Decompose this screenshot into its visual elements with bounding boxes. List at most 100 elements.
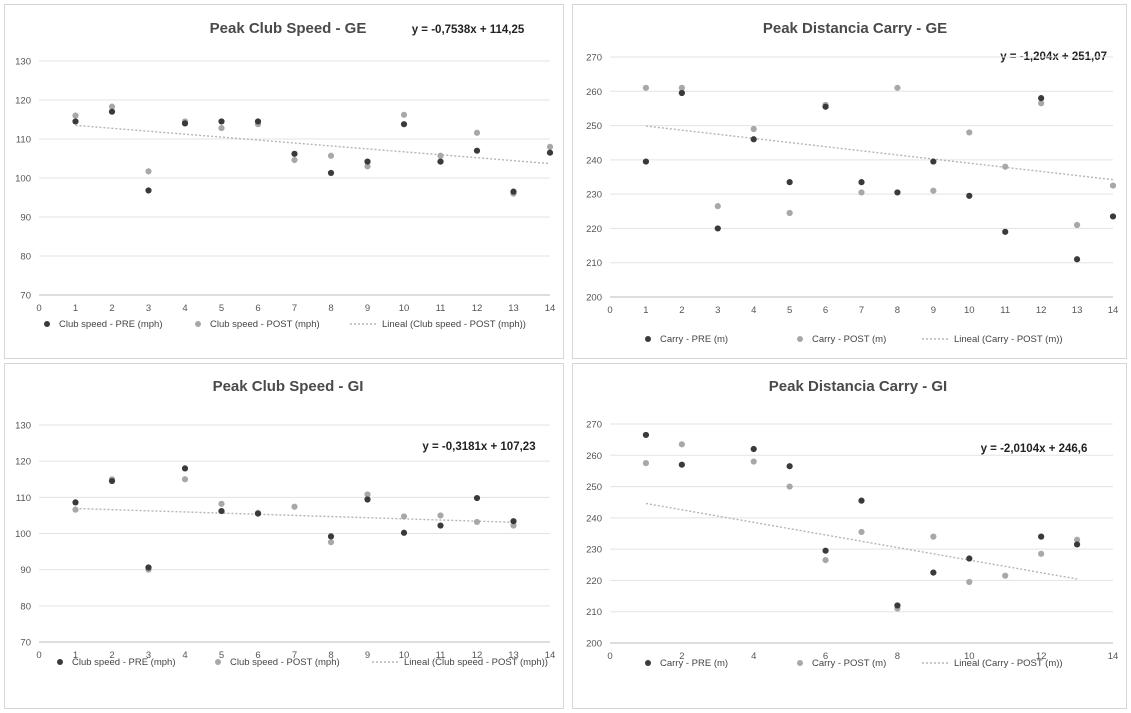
legend-marker-post — [195, 321, 201, 327]
x-tick-label: 10 — [964, 305, 975, 316]
post-point — [678, 84, 685, 91]
y-tick-label: 260 — [586, 87, 602, 98]
y-tick-label: 200 — [586, 639, 602, 650]
x-tick-label: 7 — [292, 303, 297, 314]
x-tick-label: 6 — [255, 303, 260, 314]
x-tick-label: 3 — [146, 303, 151, 314]
post-point — [473, 518, 481, 526]
pre-point — [181, 120, 189, 127]
post-point — [750, 125, 757, 133]
legend-label-pre: Club speed - PRE (mph) — [59, 319, 162, 330]
x-tick-label: 13 — [508, 650, 519, 661]
legend-label-trend: Lineal (Carry - POST (m)) — [954, 658, 1063, 669]
chart-svg-carry-ge: Peak Distancia Carry - GE y = -1,204x + … — [586, 20, 1119, 345]
post-point — [642, 84, 650, 91]
x-tick-label: 14 — [1108, 651, 1119, 662]
post-point — [1038, 550, 1045, 557]
x-tick-label: 14 — [1108, 305, 1119, 316]
pre-point — [218, 507, 225, 515]
y-tick-label: 220 — [586, 224, 602, 235]
x-tick-label: 3 — [146, 650, 151, 661]
x-tick-label: 12 — [1036, 305, 1047, 316]
chart-svg-club-speed-gi: Peak Club Speed - GI y = -0,3181x + 107,… — [15, 378, 556, 668]
y-tick-label: 120 — [15, 96, 31, 107]
legend-label-trend: Lineal (Carry - POST (m)) — [954, 334, 1063, 345]
post-point — [1002, 163, 1009, 170]
post-point — [930, 533, 937, 540]
trend-line — [75, 507, 514, 524]
legend-label-pre: Carry - PRE (m) — [660, 658, 728, 669]
post-point — [72, 112, 79, 119]
y-tick-label: 80 — [20, 601, 31, 612]
x-tick-label: 0 — [607, 651, 612, 662]
post-point — [858, 528, 865, 536]
y-tick-label: 230 — [586, 545, 602, 556]
pre-point — [858, 179, 865, 186]
post-point — [966, 578, 973, 586]
y-tick-label: 210 — [586, 607, 602, 618]
x-tick-label: 13 — [1072, 305, 1083, 316]
x-tick-label: 4 — [751, 305, 756, 316]
pre-point — [1002, 228, 1009, 235]
x-tick-label: 1 — [73, 303, 78, 314]
pre-point — [966, 192, 973, 199]
legend-marker-pre — [44, 321, 50, 327]
post-point — [894, 84, 901, 91]
chart-panel-club-speed-gi: Peak Club Speed - GI y = -0,3181x + 107,… — [4, 363, 564, 709]
chart-svg-carry-gi: Peak Distancia Carry - GI y = -2,0104x +… — [586, 378, 1119, 669]
x-tick-label: 6 — [823, 305, 828, 316]
pre-point — [327, 169, 335, 177]
y-tick-label: 260 — [586, 451, 602, 462]
pre-point — [822, 547, 829, 554]
post-point — [786, 483, 793, 490]
legend-marker-post — [797, 660, 803, 666]
trend-line — [645, 502, 1078, 580]
x-tick-label: 9 — [931, 305, 936, 316]
pre-point — [678, 89, 685, 97]
post-point — [327, 152, 335, 159]
y-tick-label: 230 — [586, 190, 602, 201]
pre-point — [714, 225, 721, 232]
pre-point — [218, 118, 225, 125]
chart-panel-carry-gi: Peak Distancia Carry - GI y = -2,0104x +… — [572, 363, 1127, 709]
x-tick-label: 11 — [436, 303, 446, 314]
x-tick-label: 14 — [545, 650, 556, 661]
y-tick-label: 270 — [586, 53, 602, 64]
y-tick-label: 80 — [20, 252, 31, 263]
chart-svg-club-speed-ge: Peak Club Speed - GE y = -0,7538x + 114,… — [15, 20, 555, 330]
legend-label-trend: Lineal (Club speed - POST (mph)) — [382, 319, 526, 330]
post-point — [678, 441, 685, 448]
x-tick-label: 4 — [182, 303, 187, 314]
pre-point — [108, 108, 116, 115]
pre-point — [894, 189, 901, 196]
post-point — [822, 556, 829, 564]
x-tick-label: 4 — [182, 650, 187, 661]
post-point — [72, 506, 79, 513]
x-tick-label: 11 — [1000, 305, 1010, 316]
post-point — [108, 103, 116, 110]
post-point — [1073, 536, 1081, 543]
pre-point — [642, 431, 650, 439]
legend-label-pre: Carry - PRE (m) — [660, 334, 728, 345]
x-tick-label: 9 — [365, 650, 370, 661]
post-point — [786, 209, 793, 217]
y-tick-label: 100 — [15, 529, 31, 540]
legend-label-post: Carry - POST (m) — [812, 658, 886, 669]
y-tick-label: 130 — [15, 57, 31, 68]
post-point — [437, 152, 444, 159]
post-point — [510, 522, 517, 529]
y-tick-label: 110 — [16, 493, 31, 504]
pre-point — [327, 533, 335, 540]
post-point — [218, 500, 225, 507]
legend-label-post: Carry - POST (m) — [812, 334, 886, 345]
pre-point — [786, 463, 793, 470]
x-tick-label: 3 — [715, 305, 720, 316]
post-point — [1109, 182, 1117, 189]
pre-point — [642, 158, 650, 165]
trend-equation: y = -2,0104x + 246,6 — [981, 443, 1088, 455]
trend-equation: y = -0,3181x + 107,23 — [422, 441, 535, 453]
pre-point — [1109, 213, 1117, 220]
pre-point — [400, 121, 408, 128]
x-tick-label: 12 — [1036, 651, 1047, 662]
